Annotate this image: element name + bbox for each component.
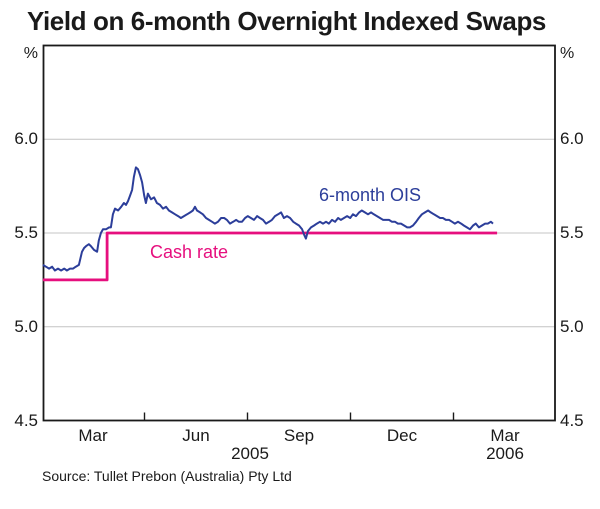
y-unit-label-left: %	[23, 45, 38, 62]
y-unit-label-right: %	[560, 45, 575, 62]
ois-line	[42, 166, 494, 272]
x-tick-label-sep-2005: Sep	[283, 426, 315, 445]
x-tick-label-jun-2005: Jun	[182, 426, 210, 445]
y-tick-label-right-6.0: 6.0	[560, 129, 584, 148]
series-label-cash-rate: Cash rate	[149, 242, 229, 262]
x-tick-label-dec-2005: Dec	[386, 426, 418, 445]
chart-title: Yield on 6-month Overnight Indexed Swaps	[27, 6, 546, 36]
x-tick-label-mar-2006: Mar	[490, 426, 520, 445]
series-label-ois: 6-month OIS	[318, 185, 422, 205]
y-tick-label-right-4.5: 4.5	[560, 411, 584, 430]
source-note: Source: Tullet Prebon (Australia) Pty Lt…	[42, 468, 292, 484]
y-tick-label-left-5.5: 5.5	[14, 223, 38, 242]
plot-border	[42, 44, 556, 422]
x-tick-label-mar-2005: Mar	[78, 426, 108, 445]
cash-rate-line	[42, 231, 498, 282]
y-tick-label-left-4.5: 4.5	[14, 411, 38, 430]
y-tick-label-left-6.0: 6.0	[14, 129, 38, 148]
y-tick-label-left-5.0: 5.0	[14, 317, 38, 336]
y-tick-label-right-5.0: 5.0	[560, 317, 584, 336]
y-tick-label-right-5.5: 5.5	[560, 223, 584, 242]
x-year-label-2006: 2006	[486, 444, 524, 463]
x-year-label-2005: 2005	[231, 444, 269, 463]
